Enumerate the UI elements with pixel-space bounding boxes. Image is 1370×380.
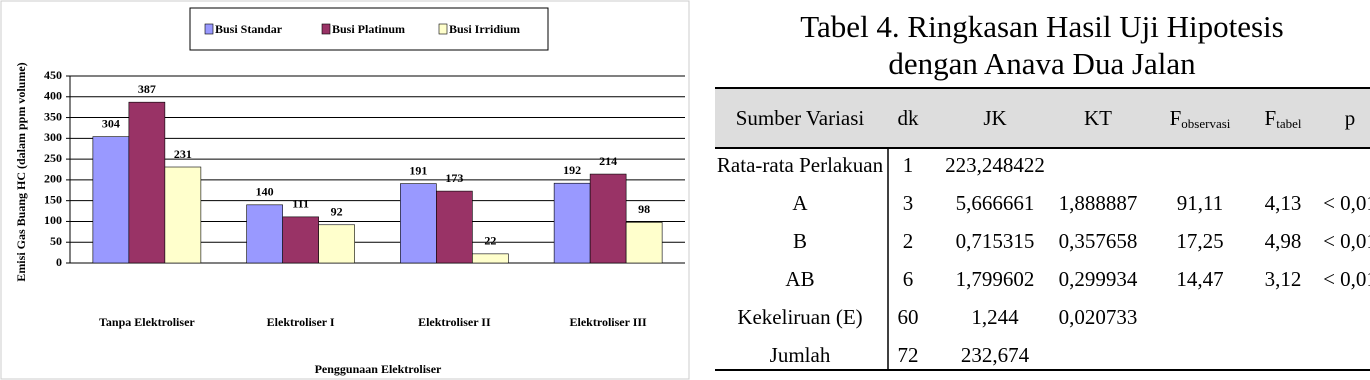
- column-header: JK: [983, 106, 1006, 130]
- table-cell: 1,799602: [956, 267, 1035, 291]
- header-main: F: [1170, 106, 1182, 130]
- table-cell: 2: [903, 229, 914, 253]
- data-label: 231: [174, 147, 192, 161]
- table-header-bg: [715, 88, 1370, 148]
- column-header: dk: [898, 106, 920, 130]
- column-header: Ftabel: [1265, 106, 1302, 131]
- row-label: B: [793, 229, 807, 253]
- table-cell: 3,12: [1265, 267, 1302, 291]
- y-tick-label: 200: [44, 172, 62, 186]
- column-header: Fobservasi: [1170, 106, 1231, 131]
- table-cell: 1,888887: [1059, 191, 1138, 215]
- bar: [553, 182, 591, 264]
- y-tick-label: 100: [44, 213, 62, 227]
- table-cell: 4,13: [1265, 191, 1302, 215]
- table-cell: < 0,01: [1323, 267, 1370, 291]
- table-cell: 3: [903, 191, 914, 215]
- y-tick-label: 250: [44, 151, 62, 165]
- data-label: 111: [292, 197, 309, 211]
- data-label: 92: [331, 205, 343, 219]
- table-cell: 0,357658: [1059, 229, 1138, 253]
- bar: [128, 101, 166, 264]
- legend-swatch: [321, 23, 331, 35]
- table-cell: 1: [903, 153, 914, 177]
- data-label: 192: [563, 163, 581, 177]
- table-cell: 5,666661: [956, 191, 1035, 215]
- row-label: Rata-rata Perlakuan: [717, 153, 884, 177]
- legend-label: Busi Standar: [215, 22, 283, 36]
- y-tick-label: 300: [44, 130, 62, 144]
- y-tick-label: 450: [44, 68, 62, 82]
- bar: [589, 173, 627, 264]
- row-label: A: [792, 191, 808, 215]
- y-tick-label: 150: [44, 192, 62, 206]
- header-main: F: [1265, 106, 1277, 130]
- legend-box: [189, 7, 549, 51]
- bar: [282, 216, 319, 264]
- data-label: 214: [599, 154, 617, 168]
- data-label: 98: [638, 202, 650, 216]
- bar: [472, 253, 509, 264]
- table-cell: 17,25: [1176, 229, 1223, 253]
- table-cell: < 0,01: [1323, 191, 1370, 215]
- data-label: 387: [138, 82, 156, 96]
- header-sub: tabel: [1276, 116, 1302, 131]
- data-label: 22: [484, 234, 496, 248]
- legend-swatch: [438, 23, 448, 35]
- x-tick-label: Elektroliser III: [570, 315, 648, 329]
- y-axis-title: Emisi Gas Buang HC (dalam ppm volume): [14, 62, 28, 281]
- y-tick-label: 400: [44, 89, 62, 103]
- x-axis-title: Penggunaan Elektroliser: [315, 362, 442, 376]
- y-tick-label: 0: [56, 255, 62, 269]
- table-cell: 91,11: [1177, 191, 1223, 215]
- y-tick-label: 350: [44, 109, 62, 123]
- table-title: Tabel 4. Ringkasan Hasil Uji Hipotesis: [800, 9, 1283, 44]
- bar: [625, 221, 663, 264]
- bar: [400, 183, 437, 264]
- table: Tabel 4. Ringkasan Hasil Uji Hipotesisde…: [717, 9, 1370, 367]
- table-cell: 72: [898, 343, 919, 367]
- data-label: 173: [445, 171, 463, 185]
- legend-swatch: [204, 23, 214, 35]
- chart: 0 50 100 150 200 250 300 350 400 450 Emisi Gas Bua…: [14, 22, 685, 376]
- table-cell: 60: [898, 305, 919, 329]
- column-header: p: [1345, 106, 1356, 130]
- x-tick-label: Elektroliser II: [418, 315, 491, 329]
- bar: [246, 204, 283, 264]
- table-cell: < 0,01: [1323, 229, 1370, 253]
- table-title: dengan Anava Dua Jalan: [888, 46, 1196, 81]
- chart-frame: [0, 0, 690, 380]
- table-cell: 223,248422: [945, 153, 1045, 177]
- row-label: AB: [785, 267, 814, 291]
- header-sub: observasi: [1181, 116, 1230, 131]
- table-cell: 14,47: [1176, 267, 1223, 291]
- table-cell: 0,020733: [1059, 305, 1138, 329]
- table-cell: 0,299934: [1059, 267, 1138, 291]
- data-label: 191: [409, 163, 427, 177]
- table-cell: 1,244: [971, 305, 1019, 329]
- column-header: Sumber Variasi: [736, 106, 865, 130]
- table-cell: 232,674: [961, 343, 1030, 367]
- bar: [318, 224, 355, 264]
- table-cell: 0,715315: [956, 229, 1035, 253]
- data-label: 304: [102, 116, 120, 130]
- column-header: KT: [1084, 106, 1112, 130]
- bar: [92, 136, 130, 264]
- y-tick-label: 50: [50, 234, 62, 248]
- bar: [436, 190, 473, 264]
- legend-label: Busi Irridium: [449, 22, 520, 36]
- row-label: Kekeliruan (E): [737, 305, 862, 329]
- table-cell: 4,98: [1265, 229, 1302, 253]
- data-label: 140: [256, 185, 274, 199]
- legend-label: Busi Platinum: [332, 22, 405, 36]
- bar: [164, 166, 202, 264]
- x-tick-label: Tanpa Elektroliser: [99, 315, 195, 329]
- table-cell: 6: [903, 267, 914, 291]
- x-tick-label: Elektroliser I: [267, 315, 335, 329]
- row-label: Jumlah: [770, 343, 831, 367]
